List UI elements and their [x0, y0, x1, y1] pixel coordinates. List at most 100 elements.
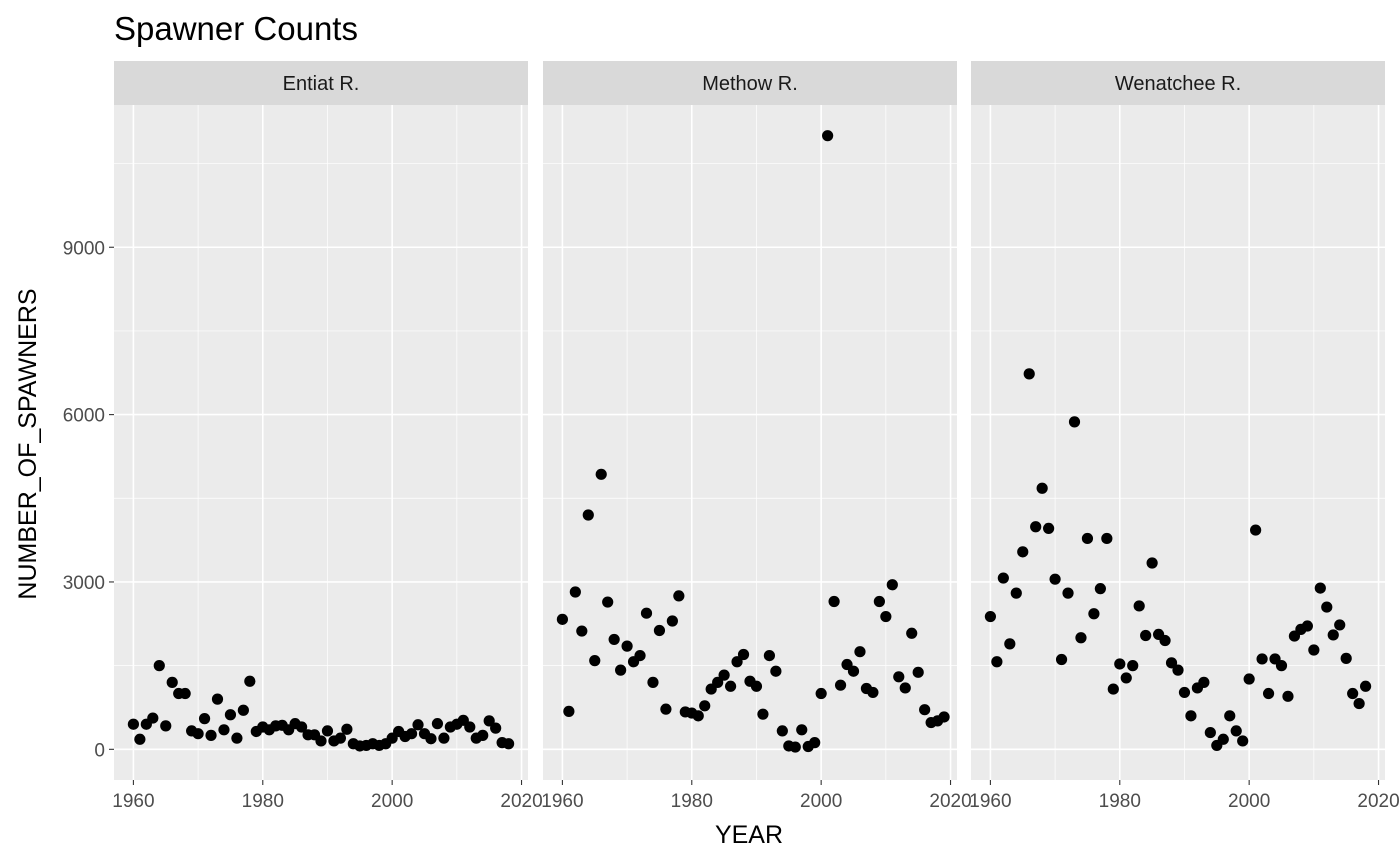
data-point — [854, 646, 866, 658]
data-point — [809, 737, 821, 749]
data-point — [621, 640, 633, 652]
data-point — [1107, 683, 1119, 695]
data-point — [660, 703, 672, 715]
y-axis: 0 3000 6000 9000 — [63, 238, 114, 761]
data-point — [712, 676, 724, 688]
x-tick-label: 2020 — [1357, 791, 1399, 812]
data-point — [1359, 680, 1372, 692]
data-point — [1256, 653, 1268, 665]
data-point — [776, 725, 788, 737]
data-point — [1068, 416, 1081, 428]
data-point — [563, 705, 575, 717]
x-tick-label: 2020 — [929, 791, 971, 812]
data-point — [192, 728, 204, 740]
data-point — [608, 633, 620, 646]
y-axis-title: NUMBER_OF_SPAWNERS — [14, 288, 42, 599]
y-tick-label: 3000 — [63, 573, 105, 594]
data-point — [673, 590, 685, 602]
data-point — [1004, 638, 1016, 650]
data-point — [1062, 587, 1074, 599]
data-point — [153, 660, 165, 672]
data-point — [1243, 673, 1255, 685]
data-point — [556, 613, 569, 625]
data-point — [912, 666, 924, 678]
data-point — [502, 738, 515, 750]
data-point — [582, 509, 594, 521]
data-point — [334, 732, 347, 744]
data-point — [1340, 652, 1352, 664]
x-tick-label: 1980 — [242, 791, 284, 812]
y-tick-label: 9000 — [63, 238, 105, 259]
x-axis: 1960 1980 2000 2020 — [112, 780, 543, 812]
data-point — [1262, 687, 1275, 700]
data-point — [218, 724, 230, 736]
data-point — [1230, 725, 1242, 737]
data-point — [666, 615, 678, 627]
data-point — [867, 686, 879, 699]
panel-background — [971, 105, 1385, 780]
data-point — [205, 729, 217, 741]
x-tick-label: 2020 — [500, 791, 542, 812]
data-point — [321, 725, 334, 737]
facet-strip — [114, 61, 528, 105]
data-point — [341, 723, 353, 735]
data-point — [431, 718, 444, 730]
data-points — [556, 130, 950, 753]
x-axis: 1960 1980 2000 2020 — [969, 780, 1400, 812]
data-point — [1133, 600, 1145, 612]
data-point — [997, 572, 1009, 584]
data-point — [822, 130, 834, 142]
data-point — [1127, 660, 1139, 672]
facet-wenatchee-r: Wenatchee R. 1960 1980 2000 2020 — [969, 61, 1400, 812]
data-point — [1159, 634, 1171, 647]
data-point — [1198, 676, 1210, 688]
x-tick-label: 1980 — [671, 791, 713, 812]
x-tick-label: 2000 — [1228, 791, 1270, 812]
data-point — [602, 596, 614, 608]
data-point — [834, 679, 847, 691]
data-point — [1043, 522, 1055, 535]
x-axis: 1960 1980 2000 2020 — [541, 780, 972, 812]
data-point — [576, 625, 588, 637]
x-tick-label: 2000 — [800, 791, 842, 812]
facet-methow-r: Methow R. 1960 1980 2000 2020 — [541, 61, 972, 812]
data-point — [1114, 658, 1126, 670]
data-point — [880, 610, 892, 623]
data-point — [763, 649, 776, 662]
data-point — [906, 627, 918, 639]
data-point — [1172, 664, 1184, 676]
x-tick-label: 1960 — [541, 791, 583, 812]
data-point — [1017, 546, 1029, 558]
data-point — [770, 665, 782, 677]
x-tick-label: 1960 — [969, 791, 1011, 812]
data-point — [211, 693, 224, 705]
data-point — [1075, 632, 1087, 644]
data-point — [991, 656, 1003, 668]
data-point — [634, 649, 646, 662]
data-point — [1185, 710, 1197, 722]
data-point — [1282, 690, 1294, 702]
y-tick-label: 6000 — [63, 406, 105, 427]
data-point — [1321, 601, 1333, 613]
data-point — [483, 715, 495, 727]
data-point — [757, 708, 769, 720]
facet-strip — [543, 61, 957, 105]
data-point — [1224, 710, 1236, 722]
data-points — [127, 660, 515, 752]
data-point — [244, 675, 256, 687]
data-point — [1120, 672, 1132, 684]
facet-strip-label: Entiat R. — [283, 73, 360, 95]
panel-background — [543, 105, 957, 780]
data-point — [699, 700, 711, 712]
data-point — [425, 733, 437, 745]
data-point — [919, 704, 931, 716]
data-point — [1146, 557, 1158, 569]
x-tick-label: 2000 — [371, 791, 413, 812]
data-point — [595, 468, 607, 480]
data-point — [938, 711, 950, 723]
data-point — [1178, 686, 1191, 699]
data-point — [1023, 368, 1035, 380]
data-point — [166, 676, 178, 688]
data-point — [1030, 521, 1042, 533]
data-point — [198, 713, 211, 725]
